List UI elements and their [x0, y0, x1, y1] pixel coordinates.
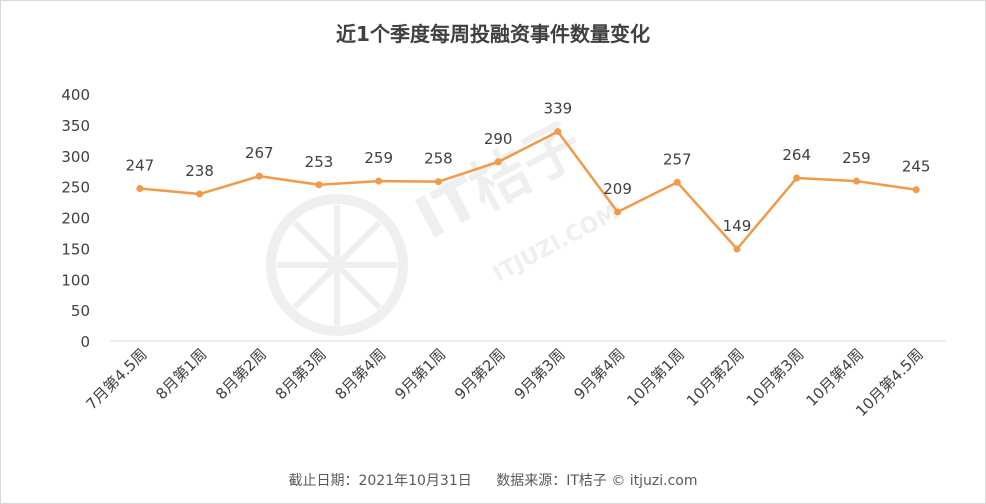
y-tick-label: 0 [80, 333, 90, 351]
x-tick-label: 9月第3周 [511, 345, 569, 403]
x-tick-label: 10月第3周 [743, 345, 808, 410]
x-tick-label: 10月第2周 [683, 345, 748, 410]
data-point [255, 172, 263, 180]
x-tick-label: 9月第1周 [391, 345, 449, 403]
watermark-lemon-icon [266, 194, 408, 336]
x-tick-label: 10月第1周 [623, 345, 688, 410]
data-label: 257 [663, 150, 692, 168]
data-point [733, 245, 741, 253]
data-label: 259 [364, 149, 393, 167]
data-label: 149 [723, 217, 752, 235]
data-label: 209 [603, 180, 632, 198]
x-tick-label: 9月第4周 [570, 345, 628, 403]
y-tick-label: 350 [61, 117, 90, 135]
data-label: 264 [782, 146, 811, 164]
y-tick-label: 400 [61, 86, 90, 104]
watermark-segment [292, 262, 340, 310]
data-point [434, 178, 442, 186]
data-label: 290 [484, 130, 513, 148]
data-point [494, 158, 502, 166]
watermark-segment [334, 262, 382, 310]
data-point [136, 184, 144, 192]
data-label: 258 [424, 150, 453, 168]
footer-date: 截止日期：2021年10月31日 [288, 473, 472, 489]
footer: 截止日期：2021年10月31日 数据来源：IT桔子 © itjuzi.com [0, 470, 986, 490]
x-tick-label: 10月第4周 [802, 345, 867, 410]
data-point [673, 178, 681, 186]
x-tick-label: 7月第4.5周 [83, 345, 151, 413]
x-tick-label: 9月第2周 [451, 345, 509, 403]
data-label: 245 [902, 158, 931, 176]
x-tick-label: 8月第2周 [212, 345, 270, 403]
y-tick-label: 50 [71, 302, 90, 320]
data-label: 247 [126, 156, 155, 174]
x-tick-label: 8月第4周 [331, 345, 389, 403]
watermark-segment [334, 220, 382, 268]
x-tick-label: 8月第3周 [272, 345, 330, 403]
y-tick-label: 200 [61, 210, 90, 228]
y-tick-label: 100 [61, 271, 90, 289]
series-polyline [139, 130, 917, 251]
y-tick-label: 250 [61, 179, 90, 197]
series-line [136, 128, 920, 253]
data-point [912, 186, 920, 194]
data-point [554, 128, 562, 136]
data-label: 259 [842, 149, 871, 167]
data-label: 339 [544, 100, 573, 118]
y-tick-label: 300 [61, 148, 90, 166]
data-label: 238 [185, 162, 214, 180]
data-point [852, 177, 860, 185]
data-point [793, 174, 801, 182]
footer-source: 数据来源：IT桔子 © itjuzi.com [496, 473, 698, 489]
data-point [196, 190, 204, 198]
watermark-segment [292, 220, 340, 268]
data-point [315, 181, 323, 189]
chart-title: 近1个季度每周投融资事件数量变化 [336, 22, 650, 46]
data-label: 267 [245, 144, 274, 162]
data-point [614, 208, 622, 216]
data-labels: 247 238 267 253 259 258 290 339 209 257 149 264 259 2… [126, 100, 931, 235]
data-point [375, 177, 383, 185]
y-tick-label: 150 [61, 240, 90, 258]
data-label: 253 [305, 153, 334, 171]
x-tick-label: 8月第1周 [152, 345, 210, 403]
